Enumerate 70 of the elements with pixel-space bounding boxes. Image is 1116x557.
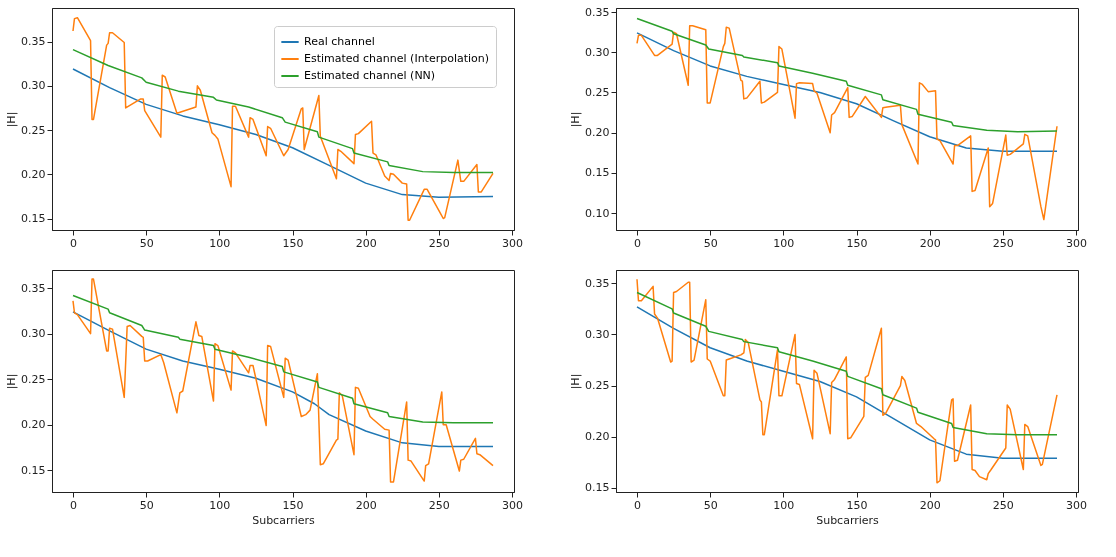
x-axis-title: Subcarriers [816,513,880,527]
x-tick-label: 50 [703,236,718,250]
x-tick-label: 0 [70,498,77,512]
y-tick-label: 0.35 [585,276,610,290]
x-tick-label: 200 [355,498,377,512]
x-tick-label: 250 [428,236,450,250]
y-tick-label: 0.35 [585,5,610,19]
line-series [636,17,1058,133]
y-tick-label: 0.35 [21,281,46,295]
legend-label: Real channel [304,35,375,48]
x-tick-label: 150 [846,498,868,512]
x-tick-label: 200 [919,498,941,512]
x-tick-label: 150 [846,236,868,250]
y-tick-label: 0.20 [585,126,610,140]
x-tick-label: 50 [703,498,718,512]
x-tick-label: 300 [502,498,524,512]
x-tick-label: 150 [282,236,304,250]
x-tick-label: 300 [1066,498,1088,512]
line-series [636,32,1058,152]
y-tick-label: 0.25 [21,372,46,386]
y-tick-label: 0.25 [585,379,610,393]
y-tick-label: 0.20 [21,167,46,181]
x-tick-label: 0 [634,236,641,250]
x-tick-label: 100 [773,498,795,512]
y-tick-label: 0.15 [21,463,46,477]
x-tick-label: 50 [139,498,154,512]
x-tick-label: 100 [209,236,231,250]
y-tick-label: 0.25 [585,85,610,99]
y-axis-title: |H| [5,111,19,128]
y-tick-label: 0.15 [585,481,610,495]
y-tick-label: 0.20 [21,418,46,432]
y-tick-label: 0.30 [21,79,46,93]
y-axis-title: |H| [569,373,583,390]
legend-label: Estimated channel (Interpolation) [304,52,490,65]
x-tick-label: 200 [355,236,377,250]
y-tick-label: 0.15 [585,166,610,180]
y-tick-label: 0.25 [21,123,46,137]
line-series [72,48,494,174]
x-tick-label: 50 [139,236,154,250]
y-tick-label: 0.30 [21,327,46,341]
x-tick-label: 250 [992,498,1014,512]
y-tick-label: 0.10 [585,206,610,220]
x-tick-label: 150 [282,498,304,512]
y-axis-title: |H| [5,373,19,390]
x-tick-label: 200 [919,236,941,250]
x-tick-label: 250 [992,236,1014,250]
x-tick-label: 0 [634,498,641,512]
x-tick-label: 250 [428,498,450,512]
y-tick-label: 0.30 [585,327,610,341]
x-tick-label: 300 [1066,236,1088,250]
line-series [72,311,494,448]
line-series [636,306,1058,459]
x-tick-label: 100 [773,236,795,250]
line-series [636,278,1058,484]
y-tick-label: 0.20 [585,430,610,444]
legend-label: Estimated channel (NN) [304,69,436,82]
x-axis-title: Subcarriers [252,513,316,527]
line-series [72,294,494,424]
line-series [636,24,1058,221]
line-series [72,278,494,483]
y-axis-title: |H| [569,111,583,128]
line-series [636,291,1058,436]
x-tick-label: 0 [70,236,77,250]
y-tick-label: 0.30 [585,45,610,59]
x-tick-label: 300 [502,236,524,250]
y-tick-label: 0.35 [21,35,46,49]
x-tick-label: 100 [209,498,231,512]
line-series [72,68,494,199]
line-series [72,16,494,222]
y-tick-label: 0.15 [21,212,46,225]
